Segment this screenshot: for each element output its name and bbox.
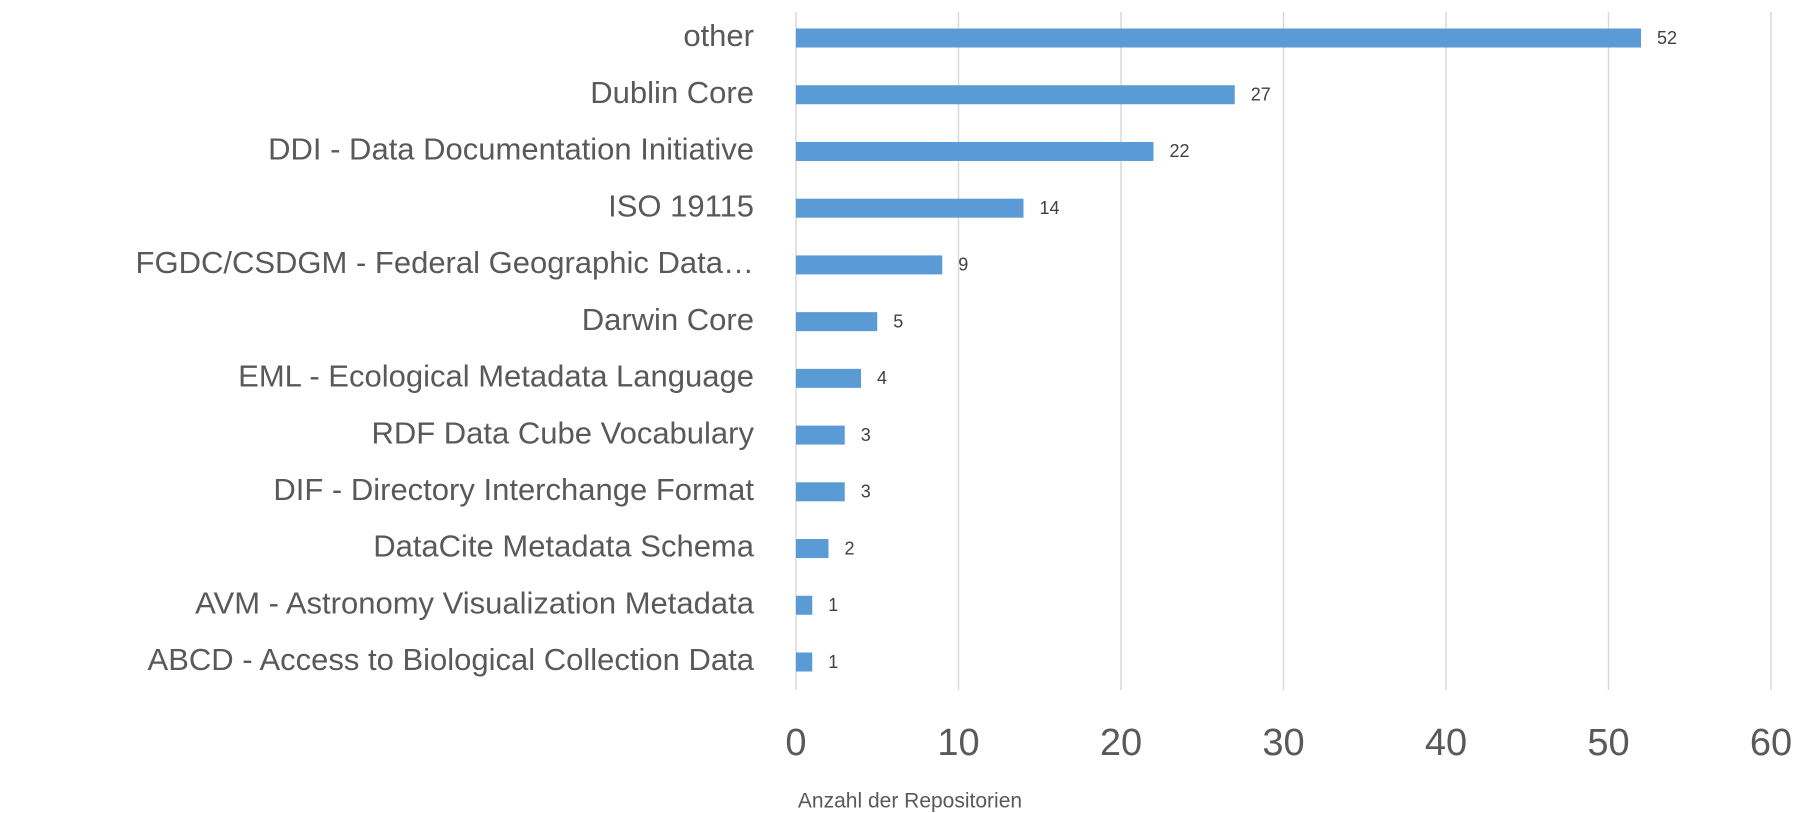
y-tick-label: Darwin Core <box>582 302 754 337</box>
y-tick-label: ABCD - Access to Biological Collection D… <box>148 642 755 677</box>
bar <box>796 141 1154 161</box>
data-label: 5 <box>893 311 903 331</box>
x-tick-label: 0 <box>785 722 806 764</box>
x-tick-label: 10 <box>937 722 979 764</box>
data-label: 14 <box>1040 198 1060 218</box>
bar <box>796 85 1235 105</box>
bar <box>796 595 813 615</box>
x-tick-label: 20 <box>1100 722 1142 764</box>
bar <box>796 198 1024 218</box>
bar <box>796 652 813 672</box>
data-label: 2 <box>845 538 855 558</box>
y-tick-label: ISO 19115 <box>608 188 754 223</box>
y-tick-label: RDF Data Cube Vocabulary <box>371 415 754 450</box>
bar <box>796 28 1641 48</box>
y-tick-label: AVM - Astronomy Visualization Metadata <box>195 585 755 620</box>
bar <box>796 482 845 502</box>
y-tick-label: other <box>683 18 754 53</box>
data-label: 4 <box>877 368 887 388</box>
bar <box>796 255 943 275</box>
y-tick-label: Dublin Core <box>590 75 754 110</box>
y-tick-label: EML - Ecological Metadata Language <box>238 359 754 394</box>
y-tick-label: DataCite Metadata Schema <box>373 529 755 564</box>
x-tick-label: 40 <box>1425 722 1467 764</box>
data-label: 1 <box>828 595 838 615</box>
data-label: 3 <box>861 482 871 502</box>
data-label: 22 <box>1170 141 1190 161</box>
x-axis-title: Anzahl der Repositorien <box>798 790 1022 813</box>
y-tick-label: DIF - Directory Interchange Format <box>273 472 754 507</box>
bar <box>796 539 829 559</box>
x-tick-label: 30 <box>1262 722 1304 764</box>
data-label: 52 <box>1657 28 1677 48</box>
data-label: 27 <box>1251 84 1271 104</box>
y-tick-label: DDI - Data Documentation Initiative <box>268 132 754 167</box>
x-tick-label: 60 <box>1750 722 1792 764</box>
bar <box>796 368 861 388</box>
y-tick-label: FGDC/CSDGM - Federal Geographic Data… <box>136 245 754 280</box>
bar <box>796 425 845 445</box>
data-label: 9 <box>958 255 968 275</box>
x-tick-label: 50 <box>1587 722 1629 764</box>
bar <box>796 312 878 332</box>
data-label: 3 <box>861 425 871 445</box>
data-label: 1 <box>828 652 838 672</box>
